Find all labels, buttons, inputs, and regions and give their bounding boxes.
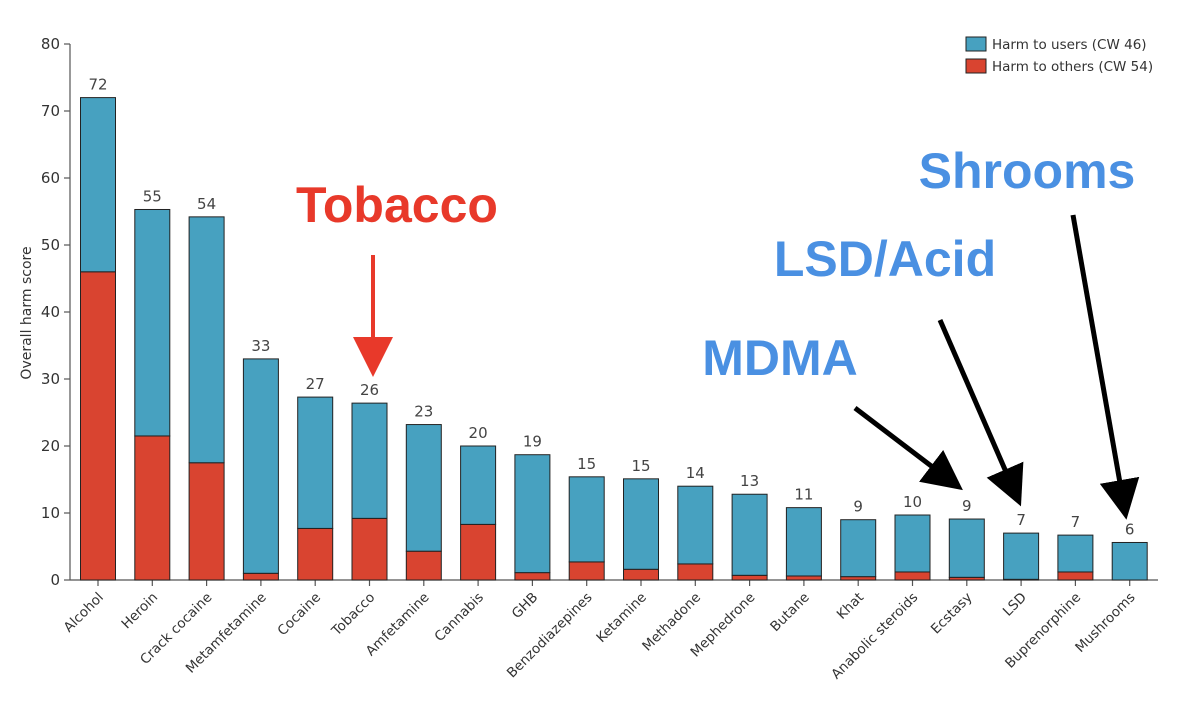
data-label: 19	[523, 433, 542, 451]
y-tick-label: 60	[41, 169, 60, 187]
x-tick-label: LSD	[1000, 590, 1030, 620]
arrow-shrooms	[1070, 214, 1140, 520]
bar-users-metamfetamine	[242, 358, 279, 574]
bar-users-buprenorphine	[1057, 534, 1094, 573]
x-tick-label: Ketamine	[593, 590, 649, 646]
bar-others-amfetamine	[405, 550, 442, 581]
bar-users-alcohol	[80, 97, 116, 273]
bar-others-benzodiazepines	[568, 561, 605, 581]
y-tick-label: 80	[41, 35, 60, 53]
bar-users-mushrooms	[1111, 541, 1148, 581]
y-tick-label: 50	[41, 236, 60, 254]
data-label: 9	[962, 497, 972, 515]
bar-others-buprenorphine	[1057, 571, 1094, 581]
bar-others-metamfetamine	[242, 572, 279, 581]
y-axis-label: Overall harm score	[19, 246, 35, 379]
arrow-mdma	[853, 406, 963, 491]
data-label: 54	[197, 195, 216, 213]
bar-others-butane	[785, 575, 822, 581]
bar-users-ecstasy	[948, 518, 985, 578]
bar-others-mephedrone	[731, 574, 768, 581]
data-label: 15	[631, 457, 650, 475]
x-tick-label: GHB	[509, 590, 541, 622]
bar-users-ghb	[514, 454, 551, 574]
bar-users-methadone	[677, 485, 714, 565]
bar-users-anabolic-steroids	[894, 514, 931, 573]
data-label: 9	[853, 498, 863, 516]
x-tick-label: Alcohol	[61, 590, 107, 636]
bar-others-ghb	[514, 572, 551, 581]
data-label: 72	[88, 76, 107, 94]
bar-others-cannabis	[460, 523, 497, 581]
data-label: 15	[577, 455, 596, 473]
y-tick-label: 70	[41, 102, 60, 120]
data-label: 13	[740, 472, 759, 490]
bar-users-ketamine	[623, 478, 659, 570]
x-tick-label: Tobacco	[328, 590, 378, 640]
data-label: 27	[306, 375, 325, 393]
bar-others-anabolic-steroids	[894, 571, 931, 581]
data-label: 33	[251, 337, 270, 355]
annotation-mdma: MDMA	[702, 330, 858, 386]
data-label: 20	[469, 424, 488, 442]
bar-users-heroin	[134, 208, 171, 437]
bar-others-heroin	[134, 435, 171, 581]
arrow-lsd	[937, 319, 1024, 507]
y-tick-label: 40	[41, 303, 60, 321]
annotation-tobacco: Tobacco	[296, 177, 498, 233]
legend-swatch-users	[965, 36, 987, 52]
bar-others-ketamine	[623, 568, 659, 581]
x-tick-label: Heroin	[119, 590, 162, 633]
bar-users-cocaine	[297, 396, 334, 529]
y-tick-label: 30	[41, 370, 60, 388]
legend-label-others: Harm to others (CW 54)	[992, 59, 1153, 75]
bar-others-alcohol	[80, 271, 116, 581]
legend-label-users: Harm to users (CW 46)	[992, 37, 1147, 53]
bar-others-tobacco	[351, 517, 388, 581]
x-tick-label: Khat	[834, 590, 867, 623]
bar-others-cocaine	[297, 527, 334, 581]
data-label: 23	[414, 403, 433, 421]
data-label: 26	[360, 381, 379, 399]
annotation-shrooms: Shrooms	[919, 143, 1136, 199]
bar-users-mephedrone	[731, 493, 768, 576]
x-tick-label: Cocaine	[275, 590, 324, 639]
y-tick-label: 0	[50, 571, 60, 589]
bar-users-cannabis	[460, 445, 497, 525]
data-label: 55	[143, 187, 162, 205]
bar-others-khat	[840, 576, 877, 581]
x-tick-label: Ecstasy	[928, 590, 976, 638]
bar-users-lsd	[1003, 532, 1040, 580]
x-tick-label: Butane	[767, 590, 812, 635]
bars	[80, 97, 1148, 581]
bar-users-crack-cocaine	[188, 216, 225, 464]
data-label: 7	[1071, 513, 1081, 531]
bar-users-benzodiazepines	[568, 476, 605, 563]
data-label: 7	[1016, 511, 1026, 529]
x-tick-label: Cannabis	[431, 590, 486, 645]
data-label: 6	[1125, 520, 1135, 538]
legend: Harm to users (CW 46) Harm to others (CW…	[965, 36, 1153, 75]
annotation-lsd: LSD/Acid	[774, 231, 996, 287]
bar-users-butane	[785, 507, 822, 577]
bar-users-khat	[840, 519, 877, 578]
y-tick-label: 10	[41, 504, 60, 522]
annotations: Tobacco MDMA LSD/Acid Shrooms	[296, 143, 1140, 520]
legend-swatch-others	[965, 58, 987, 74]
bar-users-amfetamine	[405, 424, 442, 552]
data-label: 10	[903, 493, 922, 511]
bar-others-methadone	[677, 563, 714, 581]
bar-users-tobacco	[351, 402, 388, 519]
y-tick-label: 20	[41, 437, 60, 455]
data-label: 14	[686, 464, 705, 482]
data-label: 11	[794, 486, 813, 504]
bar-others-crack-cocaine	[188, 462, 225, 581]
